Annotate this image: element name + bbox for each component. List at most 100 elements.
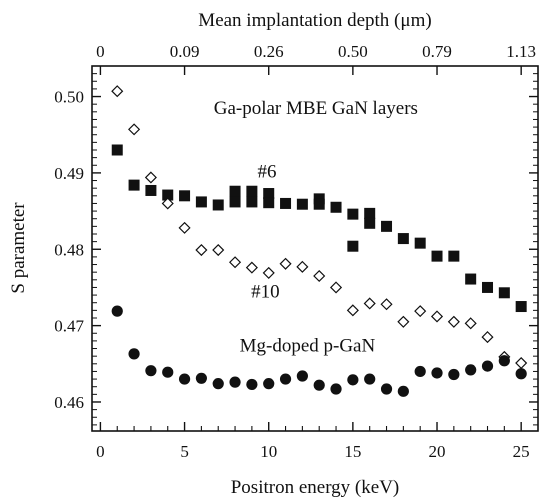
data-point-square [246, 196, 258, 208]
x-tick-label: 20 [429, 442, 446, 461]
data-point-circle [414, 365, 426, 378]
data-point-circle [515, 368, 527, 380]
series-1 [111, 85, 528, 370]
data-point-circle [279, 373, 292, 385]
y-axis-ticks: 0.46 0.47 0.48 0.49 0.50 [54, 65, 538, 426]
data-point-circle [380, 383, 393, 395]
y-tick-label: 0.50 [54, 88, 84, 107]
data-point-square [431, 250, 443, 262]
data-point-square [212, 199, 224, 211]
data-point-diamond [212, 243, 225, 257]
data-point-square [465, 273, 477, 285]
data-point-square [482, 281, 494, 293]
series-2 [111, 305, 527, 397]
data-point-square [347, 208, 359, 220]
top-tick-label: 0.79 [422, 42, 452, 61]
data-point-circle [481, 360, 494, 372]
y-tick-label: 0.49 [54, 164, 84, 183]
top-axis-title: Mean implantation depth (μm) [198, 10, 431, 31]
data-point-circle [178, 373, 191, 385]
data-point-diamond [313, 269, 326, 283]
data-point-circle [313, 379, 325, 391]
data-point-circle [448, 368, 460, 381]
data-point-square [280, 197, 292, 209]
x-tick-label: 15 [344, 442, 361, 461]
data-point-diamond [229, 256, 242, 269]
top-tick-label: 1.13 [506, 42, 536, 61]
data-point-square [263, 188, 275, 200]
x-tick-label: 0 [96, 442, 105, 461]
data-point-circle [162, 366, 174, 378]
data-point-square [111, 144, 123, 156]
data-point-circle [465, 364, 477, 376]
x-axis-ticks: 0 5 10 15 20 25 [96, 422, 530, 461]
top-tick-label: 0 [96, 42, 105, 61]
data-point-square [364, 207, 376, 219]
data-marks [111, 85, 528, 397]
data-point-square [145, 184, 157, 196]
data-point-square [515, 301, 527, 313]
data-point-circle [397, 385, 409, 397]
data-point-diamond [397, 315, 410, 328]
data-point-diamond [296, 260, 309, 273]
plot-frame [91, 65, 539, 432]
plot-area [91, 65, 539, 432]
annotation-label: #10 [251, 281, 280, 302]
data-point-circle [330, 383, 342, 395]
data-point-square [381, 220, 393, 232]
data-point-square [195, 196, 207, 208]
x-axis-title: Positron energy (keV) [231, 477, 400, 498]
data-point-circle [111, 305, 123, 317]
data-point-circle [364, 373, 376, 385]
data-point-diamond [329, 281, 343, 294]
data-point-square [330, 201, 342, 213]
data-point-circle [145, 365, 157, 377]
data-point-circle [296, 370, 308, 382]
data-point-diamond [144, 171, 157, 184]
data-point-square [229, 185, 241, 197]
data-point-diamond [380, 298, 393, 311]
data-point-circle [195, 372, 207, 384]
top-tick-label: 0.09 [170, 42, 200, 61]
data-point-square [263, 197, 275, 209]
data-point-square [229, 196, 241, 208]
data-point-diamond [279, 257, 292, 270]
annotation-label: Ga-polar MBE GaN layers [214, 98, 418, 119]
data-point-square [397, 233, 409, 245]
data-point-circle [431, 367, 443, 379]
data-point-diamond [515, 356, 528, 370]
x-tick-label: 10 [260, 442, 277, 461]
data-point-diamond [414, 305, 427, 318]
data-point-diamond [464, 317, 477, 330]
data-point-diamond [245, 261, 258, 274]
data-point-diamond [447, 315, 460, 328]
data-point-square [498, 287, 510, 299]
top-tick-label: 0.50 [338, 42, 368, 61]
data-point-diamond [481, 331, 494, 344]
y-tick-label: 0.48 [54, 240, 84, 259]
x-tick-label: 25 [513, 442, 530, 461]
data-point-diamond [430, 310, 444, 323]
data-point-circle [246, 378, 258, 391]
data-point-circle [212, 378, 224, 390]
data-point-square [179, 190, 191, 202]
data-point-circle [498, 355, 510, 367]
data-point-circle [229, 376, 241, 388]
data-point-square [347, 240, 359, 252]
top-axis-ticks: 0 0.09 0.26 0.50 0.79 1.13 [96, 42, 536, 75]
data-point-circle [347, 374, 359, 386]
data-point-diamond [128, 123, 141, 136]
x-tick-label: 5 [180, 442, 189, 461]
data-point-square [364, 217, 376, 229]
annotations: Ga-polar MBE GaN layers #6 #10 Mg-doped p-G… [214, 98, 418, 356]
data-point-square [128, 179, 140, 191]
y-tick-label: 0.47 [54, 317, 84, 336]
data-point-diamond [363, 297, 376, 310]
data-point-diamond [178, 221, 191, 234]
data-point-diamond [111, 85, 124, 98]
data-point-circle [263, 378, 275, 390]
y-axis-title: S parameter [8, 202, 29, 294]
data-point-diamond [195, 243, 208, 257]
data-point-square [414, 237, 426, 249]
